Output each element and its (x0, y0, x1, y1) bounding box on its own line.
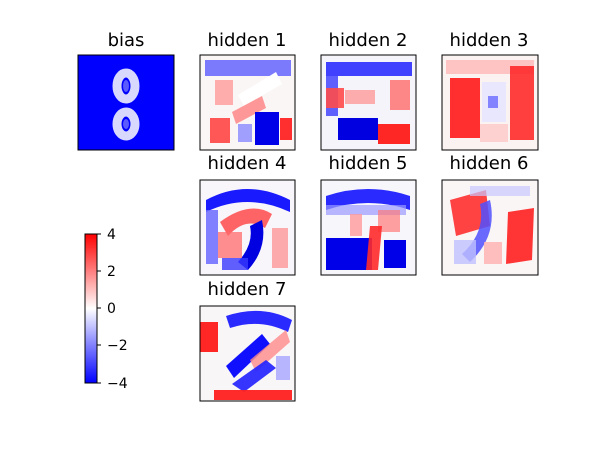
panel-title-hidden-4: hidden 4 (208, 153, 287, 174)
heatmap-hidden-6 (441, 179, 539, 276)
colorbar-tick-label: 4 (107, 227, 116, 243)
colorbar-tick-0: 0 (97, 301, 116, 317)
colorbar-tick-label: 0 (107, 301, 116, 317)
colorbar-tick-label: −4 (107, 376, 128, 392)
panel-title-hidden-2: hidden 2 (329, 30, 408, 51)
panel-title-bias: bias (108, 30, 145, 51)
colorbar: 4 2 0 −2 −4 (84, 227, 128, 392)
heatmap-hidden-5 (320, 179, 417, 276)
colorbar-tick-4: 4 (97, 227, 116, 243)
panel-title-hidden-1: hidden 1 (208, 30, 287, 51)
heatmap-hidden-2 (320, 54, 417, 151)
heatmap-hidden-7 (199, 305, 296, 402)
colorbar-tick-neg2: −2 (97, 338, 128, 354)
heatmap-hidden-3 (441, 54, 539, 151)
panel-title-hidden-6: hidden 6 (450, 153, 529, 174)
colorbar-tick-label: 2 (107, 264, 116, 280)
colorbar-tick-label: −2 (107, 338, 128, 354)
panel-title-hidden-3: hidden 3 (450, 30, 529, 51)
colorbar-tick-2: 2 (97, 264, 116, 280)
panel-title-hidden-5: hidden 5 (329, 153, 408, 174)
heatmap-hidden-4 (199, 179, 296, 276)
heatmap-bias (77, 54, 175, 151)
panel-title-hidden-7: hidden 7 (208, 279, 287, 300)
heatmap-hidden-1 (199, 54, 296, 151)
colorbar-tick-neg4: −4 (97, 376, 128, 392)
